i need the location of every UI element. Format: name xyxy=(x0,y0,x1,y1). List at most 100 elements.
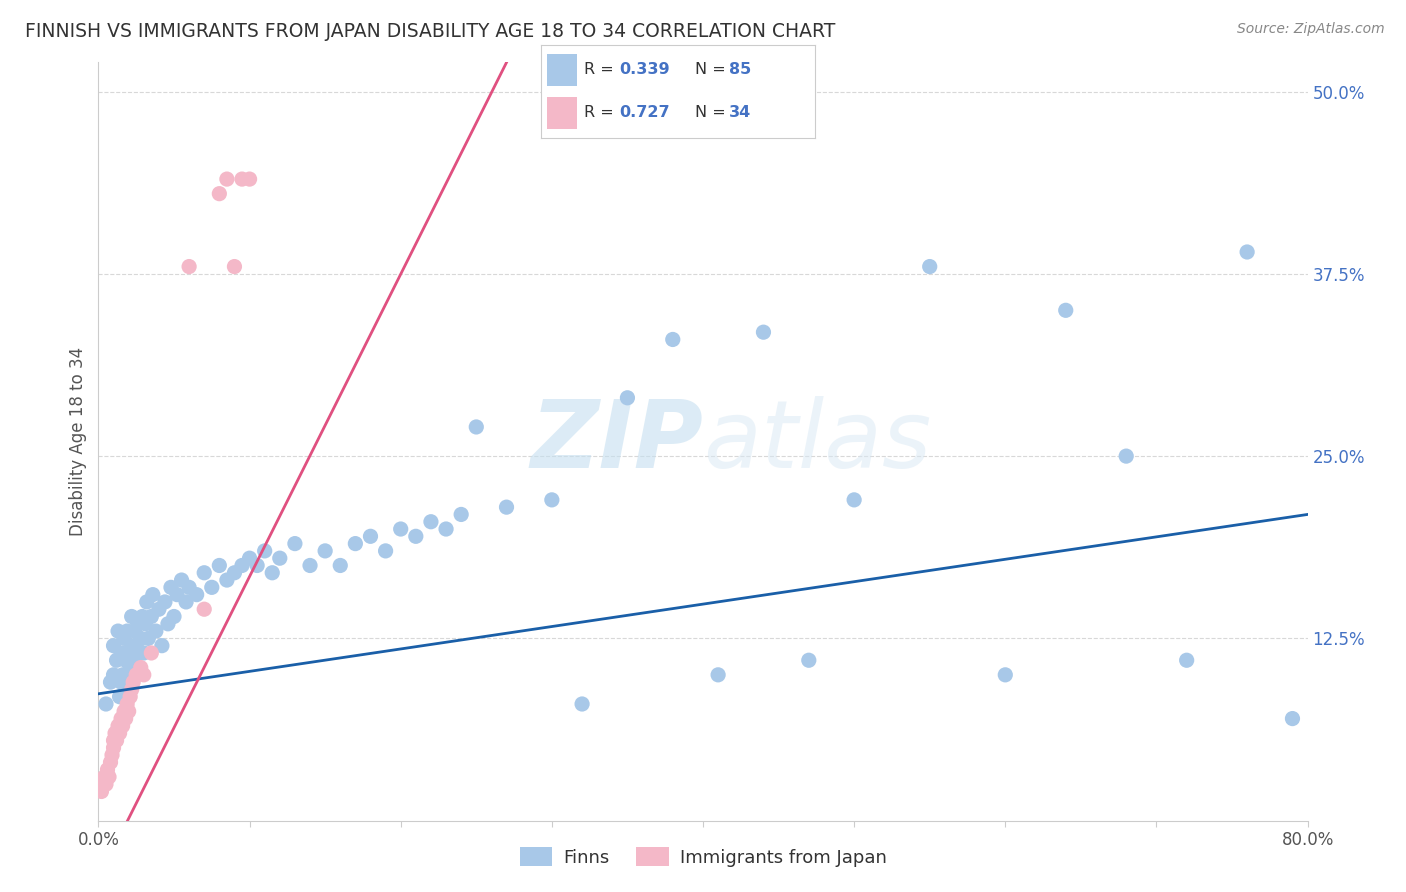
Point xyxy=(166,588,188,602)
Point xyxy=(262,566,284,580)
Point xyxy=(661,333,683,347)
Point xyxy=(156,616,179,631)
Point xyxy=(132,668,155,682)
Point xyxy=(269,551,291,566)
Point xyxy=(174,595,197,609)
Point xyxy=(114,712,136,726)
Point xyxy=(253,544,276,558)
Point xyxy=(132,646,155,660)
Point xyxy=(125,668,148,682)
Point xyxy=(105,653,128,667)
Point xyxy=(141,609,163,624)
Point xyxy=(284,536,307,550)
Point xyxy=(434,522,457,536)
Point xyxy=(465,420,488,434)
Point xyxy=(94,777,117,791)
Point xyxy=(110,675,132,690)
Legend: Finns, Immigrants from Japan: Finns, Immigrants from Japan xyxy=(512,840,894,874)
Point xyxy=(98,770,121,784)
Point xyxy=(142,588,165,602)
Point xyxy=(179,260,201,274)
Point xyxy=(93,770,115,784)
Point xyxy=(115,697,138,711)
Point xyxy=(231,172,253,186)
Point xyxy=(135,595,157,609)
Point xyxy=(179,580,201,594)
Point xyxy=(100,756,122,770)
Point xyxy=(103,733,125,747)
Point xyxy=(90,784,112,798)
Point xyxy=(1281,712,1303,726)
Point xyxy=(125,668,148,682)
Point xyxy=(121,609,143,624)
Point xyxy=(160,580,183,594)
Point xyxy=(108,726,131,740)
Text: R =: R = xyxy=(583,105,619,120)
Point xyxy=(208,558,231,573)
Point xyxy=(131,609,153,624)
Point xyxy=(450,508,472,522)
Text: R =: R = xyxy=(583,62,619,78)
Point xyxy=(495,500,517,515)
Point xyxy=(141,646,163,660)
Point xyxy=(120,660,142,674)
Point xyxy=(246,558,269,573)
Point xyxy=(129,660,152,674)
Point xyxy=(193,566,215,580)
Point xyxy=(114,653,136,667)
Point xyxy=(100,675,122,690)
Point xyxy=(103,740,125,755)
Point xyxy=(215,573,238,587)
Point xyxy=(120,690,142,704)
Point xyxy=(103,668,125,682)
Point xyxy=(374,544,396,558)
Point xyxy=(122,653,145,667)
Point xyxy=(186,588,208,602)
Point xyxy=(118,675,141,690)
Point xyxy=(136,632,159,646)
Point xyxy=(224,566,246,580)
Point xyxy=(405,529,427,543)
Point xyxy=(118,646,141,660)
Point xyxy=(389,522,412,536)
Point xyxy=(201,580,224,594)
Point xyxy=(299,558,322,573)
Point xyxy=(163,609,186,624)
Point xyxy=(118,704,141,718)
Point xyxy=(122,675,145,690)
Point xyxy=(918,260,941,274)
Point xyxy=(224,260,246,274)
Point xyxy=(96,763,118,777)
Point xyxy=(1236,244,1258,259)
Point xyxy=(150,639,173,653)
Point xyxy=(94,697,117,711)
Point xyxy=(110,646,132,660)
Point xyxy=(540,492,562,507)
Point xyxy=(105,733,128,747)
Point xyxy=(108,690,131,704)
Text: FINNISH VS IMMIGRANTS FROM JAPAN DISABILITY AGE 18 TO 34 CORRELATION CHART: FINNISH VS IMMIGRANTS FROM JAPAN DISABIL… xyxy=(25,22,835,41)
Point xyxy=(797,653,820,667)
Text: 0.727: 0.727 xyxy=(620,105,671,120)
Point xyxy=(121,682,143,697)
Point xyxy=(121,639,143,653)
Point xyxy=(215,172,238,186)
Point xyxy=(91,777,114,791)
Bar xyxy=(547,97,576,129)
Point xyxy=(1175,653,1198,667)
Point xyxy=(148,602,170,616)
Point xyxy=(107,624,129,639)
Point xyxy=(153,595,176,609)
Text: 0.339: 0.339 xyxy=(620,62,671,78)
Text: Source: ZipAtlas.com: Source: ZipAtlas.com xyxy=(1237,22,1385,37)
Point xyxy=(344,536,367,550)
Point xyxy=(145,624,167,639)
Point xyxy=(128,646,150,660)
Text: 34: 34 xyxy=(730,105,751,120)
Point xyxy=(125,639,148,653)
Text: N =: N = xyxy=(695,62,731,78)
Point xyxy=(616,391,638,405)
Text: N =: N = xyxy=(695,105,731,120)
Point xyxy=(1054,303,1077,318)
Text: 85: 85 xyxy=(730,62,751,78)
